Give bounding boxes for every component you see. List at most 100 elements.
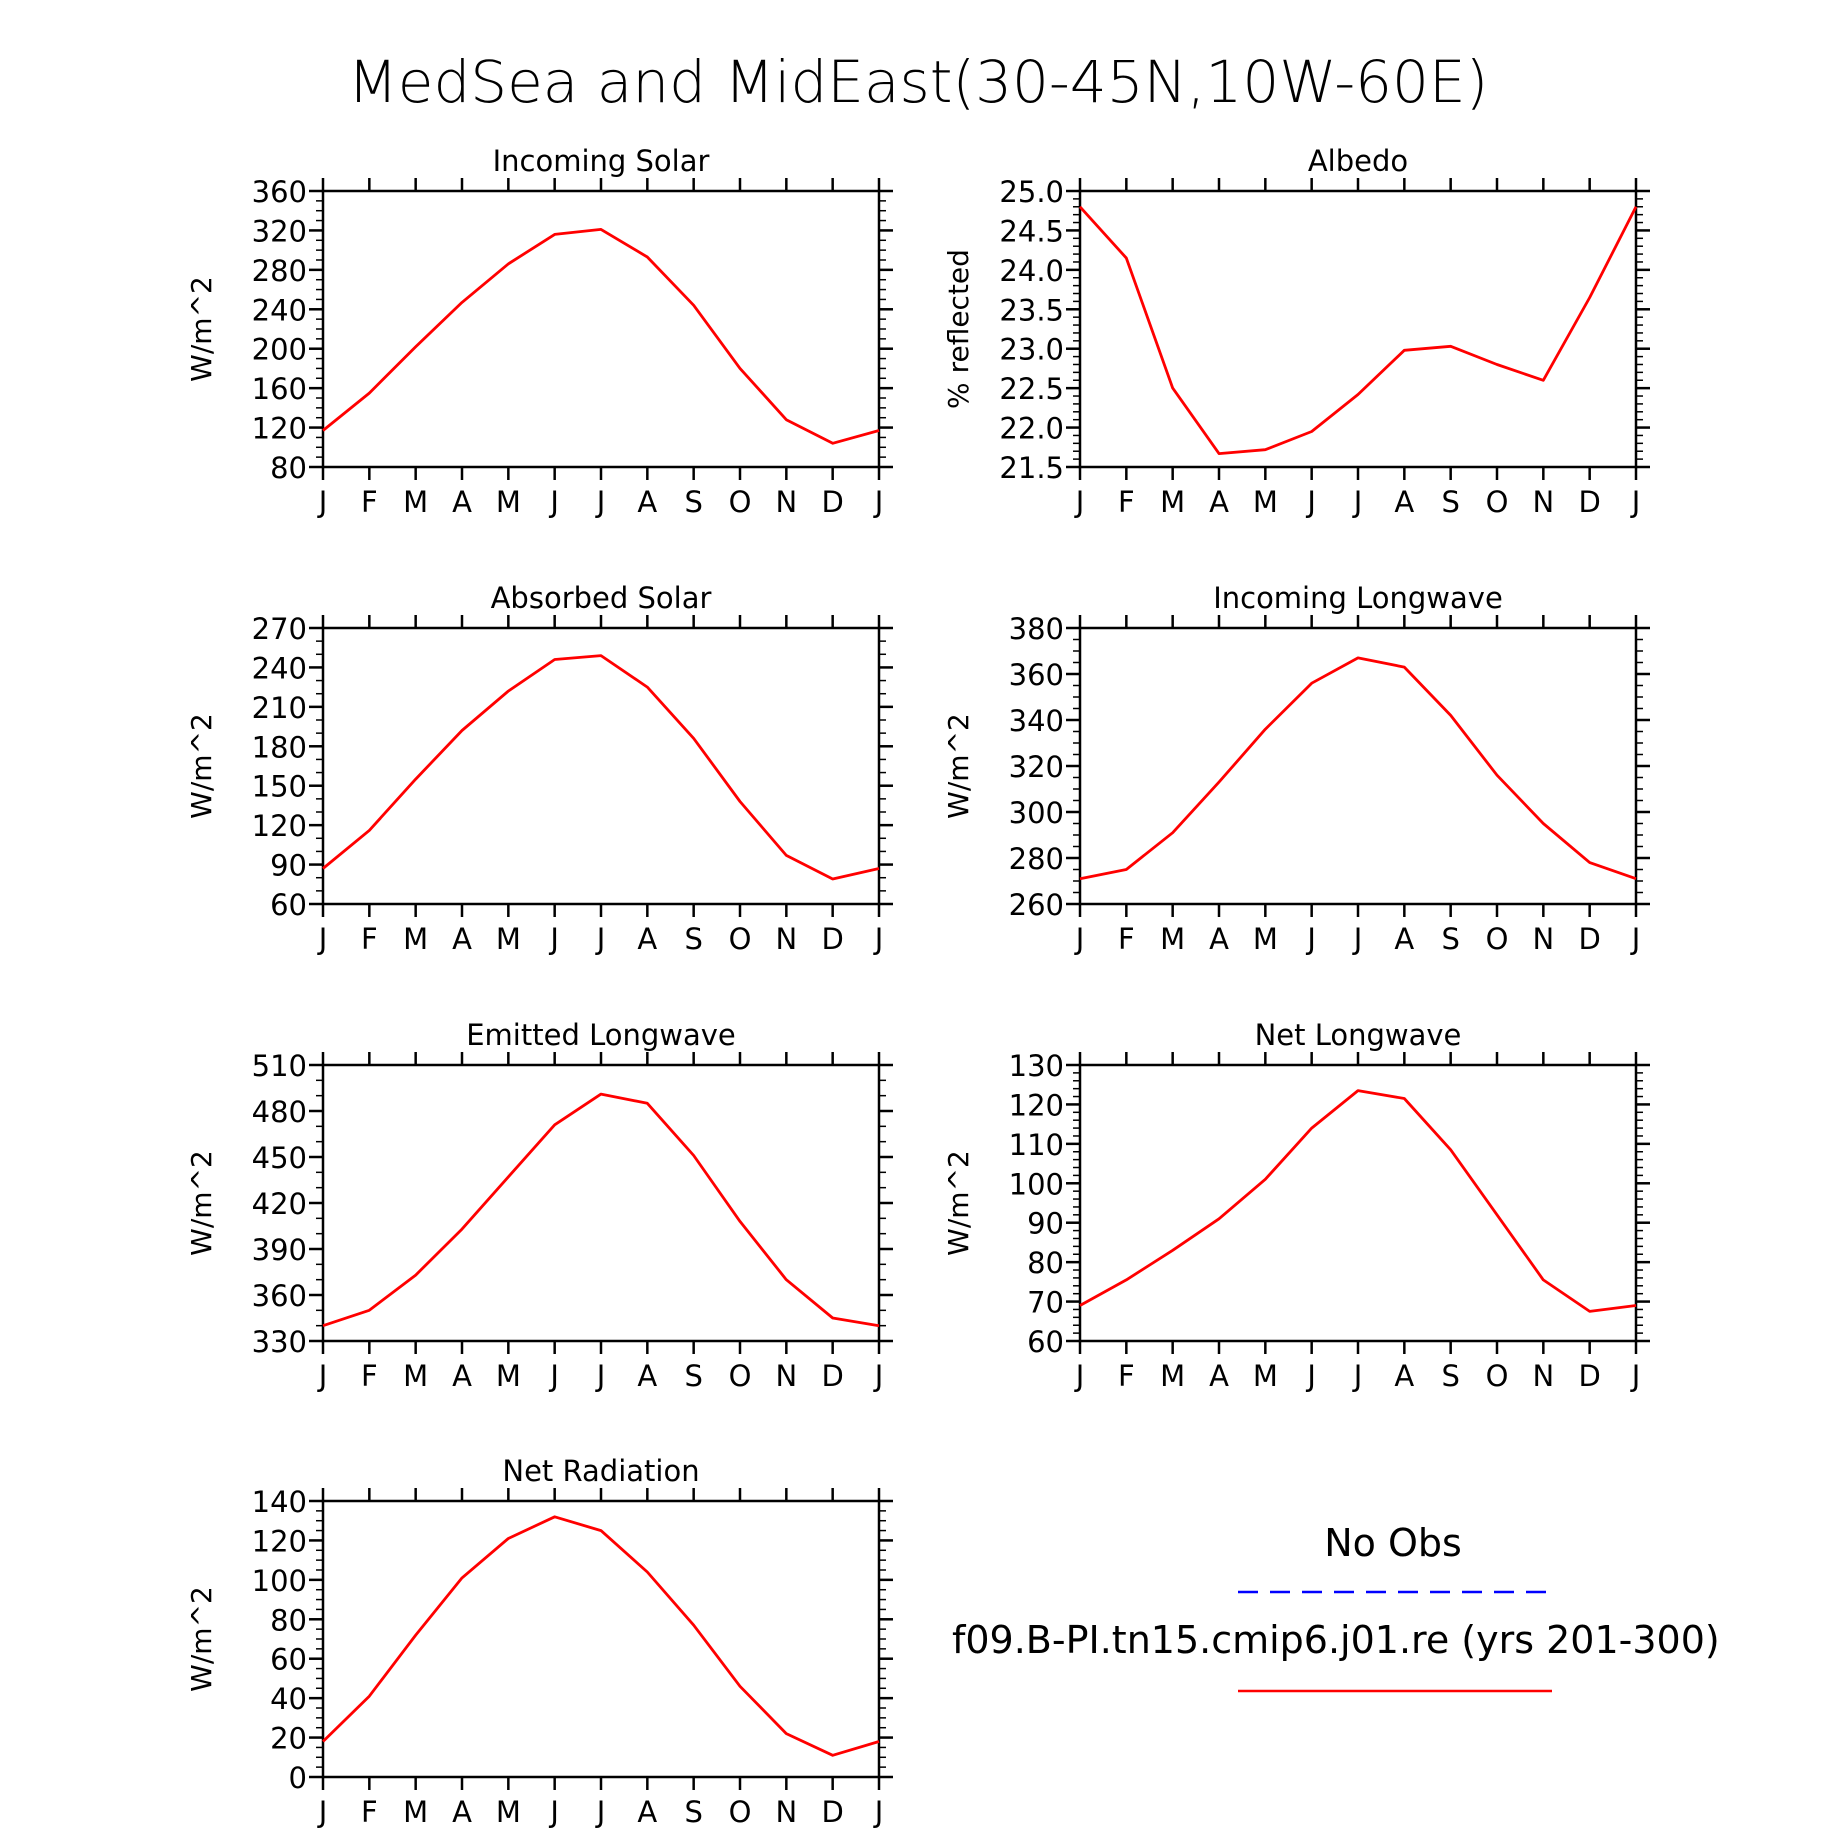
x-tick-label: J <box>873 1795 884 1829</box>
y-tick-label: 330 <box>252 1325 307 1359</box>
panel-title: Net Longwave <box>1255 1018 1462 1052</box>
y-tick-label: 140 <box>252 1485 307 1519</box>
y-tick-label: 240 <box>252 651 307 685</box>
y-tick-label: 360 <box>252 175 307 209</box>
series-line <box>1079 1089 1637 1313</box>
panel-title: Emitted Longwave <box>466 1018 736 1052</box>
y-tick-label: 210 <box>252 691 307 725</box>
x-tick-label: J <box>1352 1359 1363 1393</box>
y-tick-label: 70 <box>1027 1286 1064 1320</box>
x-tick-label: A <box>1394 922 1414 956</box>
x-tick-label: J <box>873 922 884 956</box>
x-tick-label: M <box>496 922 521 956</box>
x-tick-label: O <box>1486 1359 1509 1393</box>
y-tick-label: 360 <box>252 1279 307 1313</box>
plot-frame <box>321 626 881 906</box>
y-tick-label: 90 <box>1027 1207 1064 1241</box>
series-line <box>1079 656 1637 881</box>
legend: No Obs f09.B-PI.tn15.cmip6.j01.re (yrs 2… <box>952 1521 1720 1693</box>
y-tick-label: 80 <box>270 451 307 485</box>
x-tick-label: J <box>1074 922 1085 956</box>
x-tick-label: M <box>403 1359 428 1393</box>
y-tick-label: 23.0 <box>999 333 1064 367</box>
series-line <box>322 654 880 881</box>
y-tick-label: 390 <box>252 1233 307 1267</box>
x-tick-label: J <box>1305 485 1316 519</box>
x-tick-label: A <box>637 485 657 519</box>
x-tick-label: J <box>317 1359 328 1393</box>
x-tick-label: O <box>729 1359 752 1393</box>
y-tick-label: 40 <box>270 1682 307 1716</box>
series-line <box>1078 205 1638 456</box>
y-tick-label: 240 <box>252 293 307 327</box>
y-tick-label: 22.0 <box>999 412 1064 446</box>
plot-frame <box>321 1063 881 1343</box>
y-tick-label: 22.5 <box>999 372 1064 406</box>
y-tick-label: 60 <box>1027 1325 1064 1359</box>
y-tick-label: 100 <box>252 1564 307 1598</box>
x-tick-label: M <box>1253 485 1278 519</box>
y-tick-label: 180 <box>252 730 307 764</box>
legend-obs-label: No Obs <box>1324 1521 1462 1565</box>
x-tick-label: N <box>1532 922 1554 956</box>
x-tick-label: A <box>637 1795 657 1829</box>
x-tick-label: N <box>775 922 797 956</box>
x-tick-label: A <box>1209 922 1229 956</box>
x-tick-label: D <box>821 922 843 956</box>
x-tick-label: A <box>637 922 657 956</box>
y-axis-label: W/m^2 <box>185 1586 218 1692</box>
x-tick-label: D <box>821 485 843 519</box>
y-tick-label: 120 <box>252 1524 307 1558</box>
y-tick-label: 150 <box>252 770 307 804</box>
x-tick-label: J <box>1305 1359 1316 1393</box>
x-tick-label: O <box>1486 922 1509 956</box>
x-tick-label: N <box>1532 1359 1554 1393</box>
panel-title: Albedo <box>1308 144 1408 178</box>
x-tick-label: J <box>873 1359 884 1393</box>
y-tick-label: 120 <box>252 412 307 446</box>
y-tick-label: 80 <box>1027 1246 1064 1280</box>
x-tick-label: M <box>1253 922 1278 956</box>
x-tick-label: J <box>1305 922 1316 956</box>
legend-model-label: f09.B-PI.tn15.cmip6.j01.re (yrs 201-300) <box>952 1618 1720 1662</box>
x-tick-label: J <box>1074 1359 1085 1393</box>
x-tick-label: A <box>452 1795 472 1829</box>
x-tick-label: M <box>496 485 521 519</box>
x-tick-label: J <box>595 1795 606 1829</box>
x-tick-label: J <box>317 485 328 519</box>
x-tick-label: M <box>1160 1359 1185 1393</box>
plot-frame <box>1078 189 1638 469</box>
x-tick-label: J <box>548 485 559 519</box>
x-tick-label: J <box>595 485 606 519</box>
y-tick-label: 20 <box>270 1722 307 1756</box>
y-tick-label: 60 <box>270 888 307 922</box>
y-tick-label: 320 <box>252 214 307 248</box>
x-tick-label: A <box>452 922 472 956</box>
y-tick-label: 160 <box>252 372 307 406</box>
x-tick-label: J <box>1630 485 1641 519</box>
y-tick-label: 110 <box>1009 1128 1064 1162</box>
x-tick-label: M <box>1253 1359 1278 1393</box>
x-tick-label: O <box>729 922 752 956</box>
x-tick-label: J <box>1352 485 1363 519</box>
y-tick-label: 200 <box>252 333 307 367</box>
x-tick-label: M <box>403 1795 428 1829</box>
y-tick-label: 25.0 <box>999 175 1064 209</box>
y-axis-label: W/m^2 <box>185 276 218 382</box>
x-tick-label: N <box>775 1795 797 1829</box>
x-tick-label: J <box>595 1359 606 1393</box>
x-tick-label: F <box>1118 1359 1135 1393</box>
x-tick-label: O <box>729 485 752 519</box>
x-tick-label: A <box>452 1359 472 1393</box>
y-axis-label: W/m^2 <box>942 713 975 819</box>
series-line <box>322 227 880 445</box>
x-tick-label: F <box>361 1795 378 1829</box>
x-tick-label: S <box>684 922 702 956</box>
y-tick-label: 420 <box>252 1187 307 1221</box>
x-tick-label: D <box>1578 485 1600 519</box>
